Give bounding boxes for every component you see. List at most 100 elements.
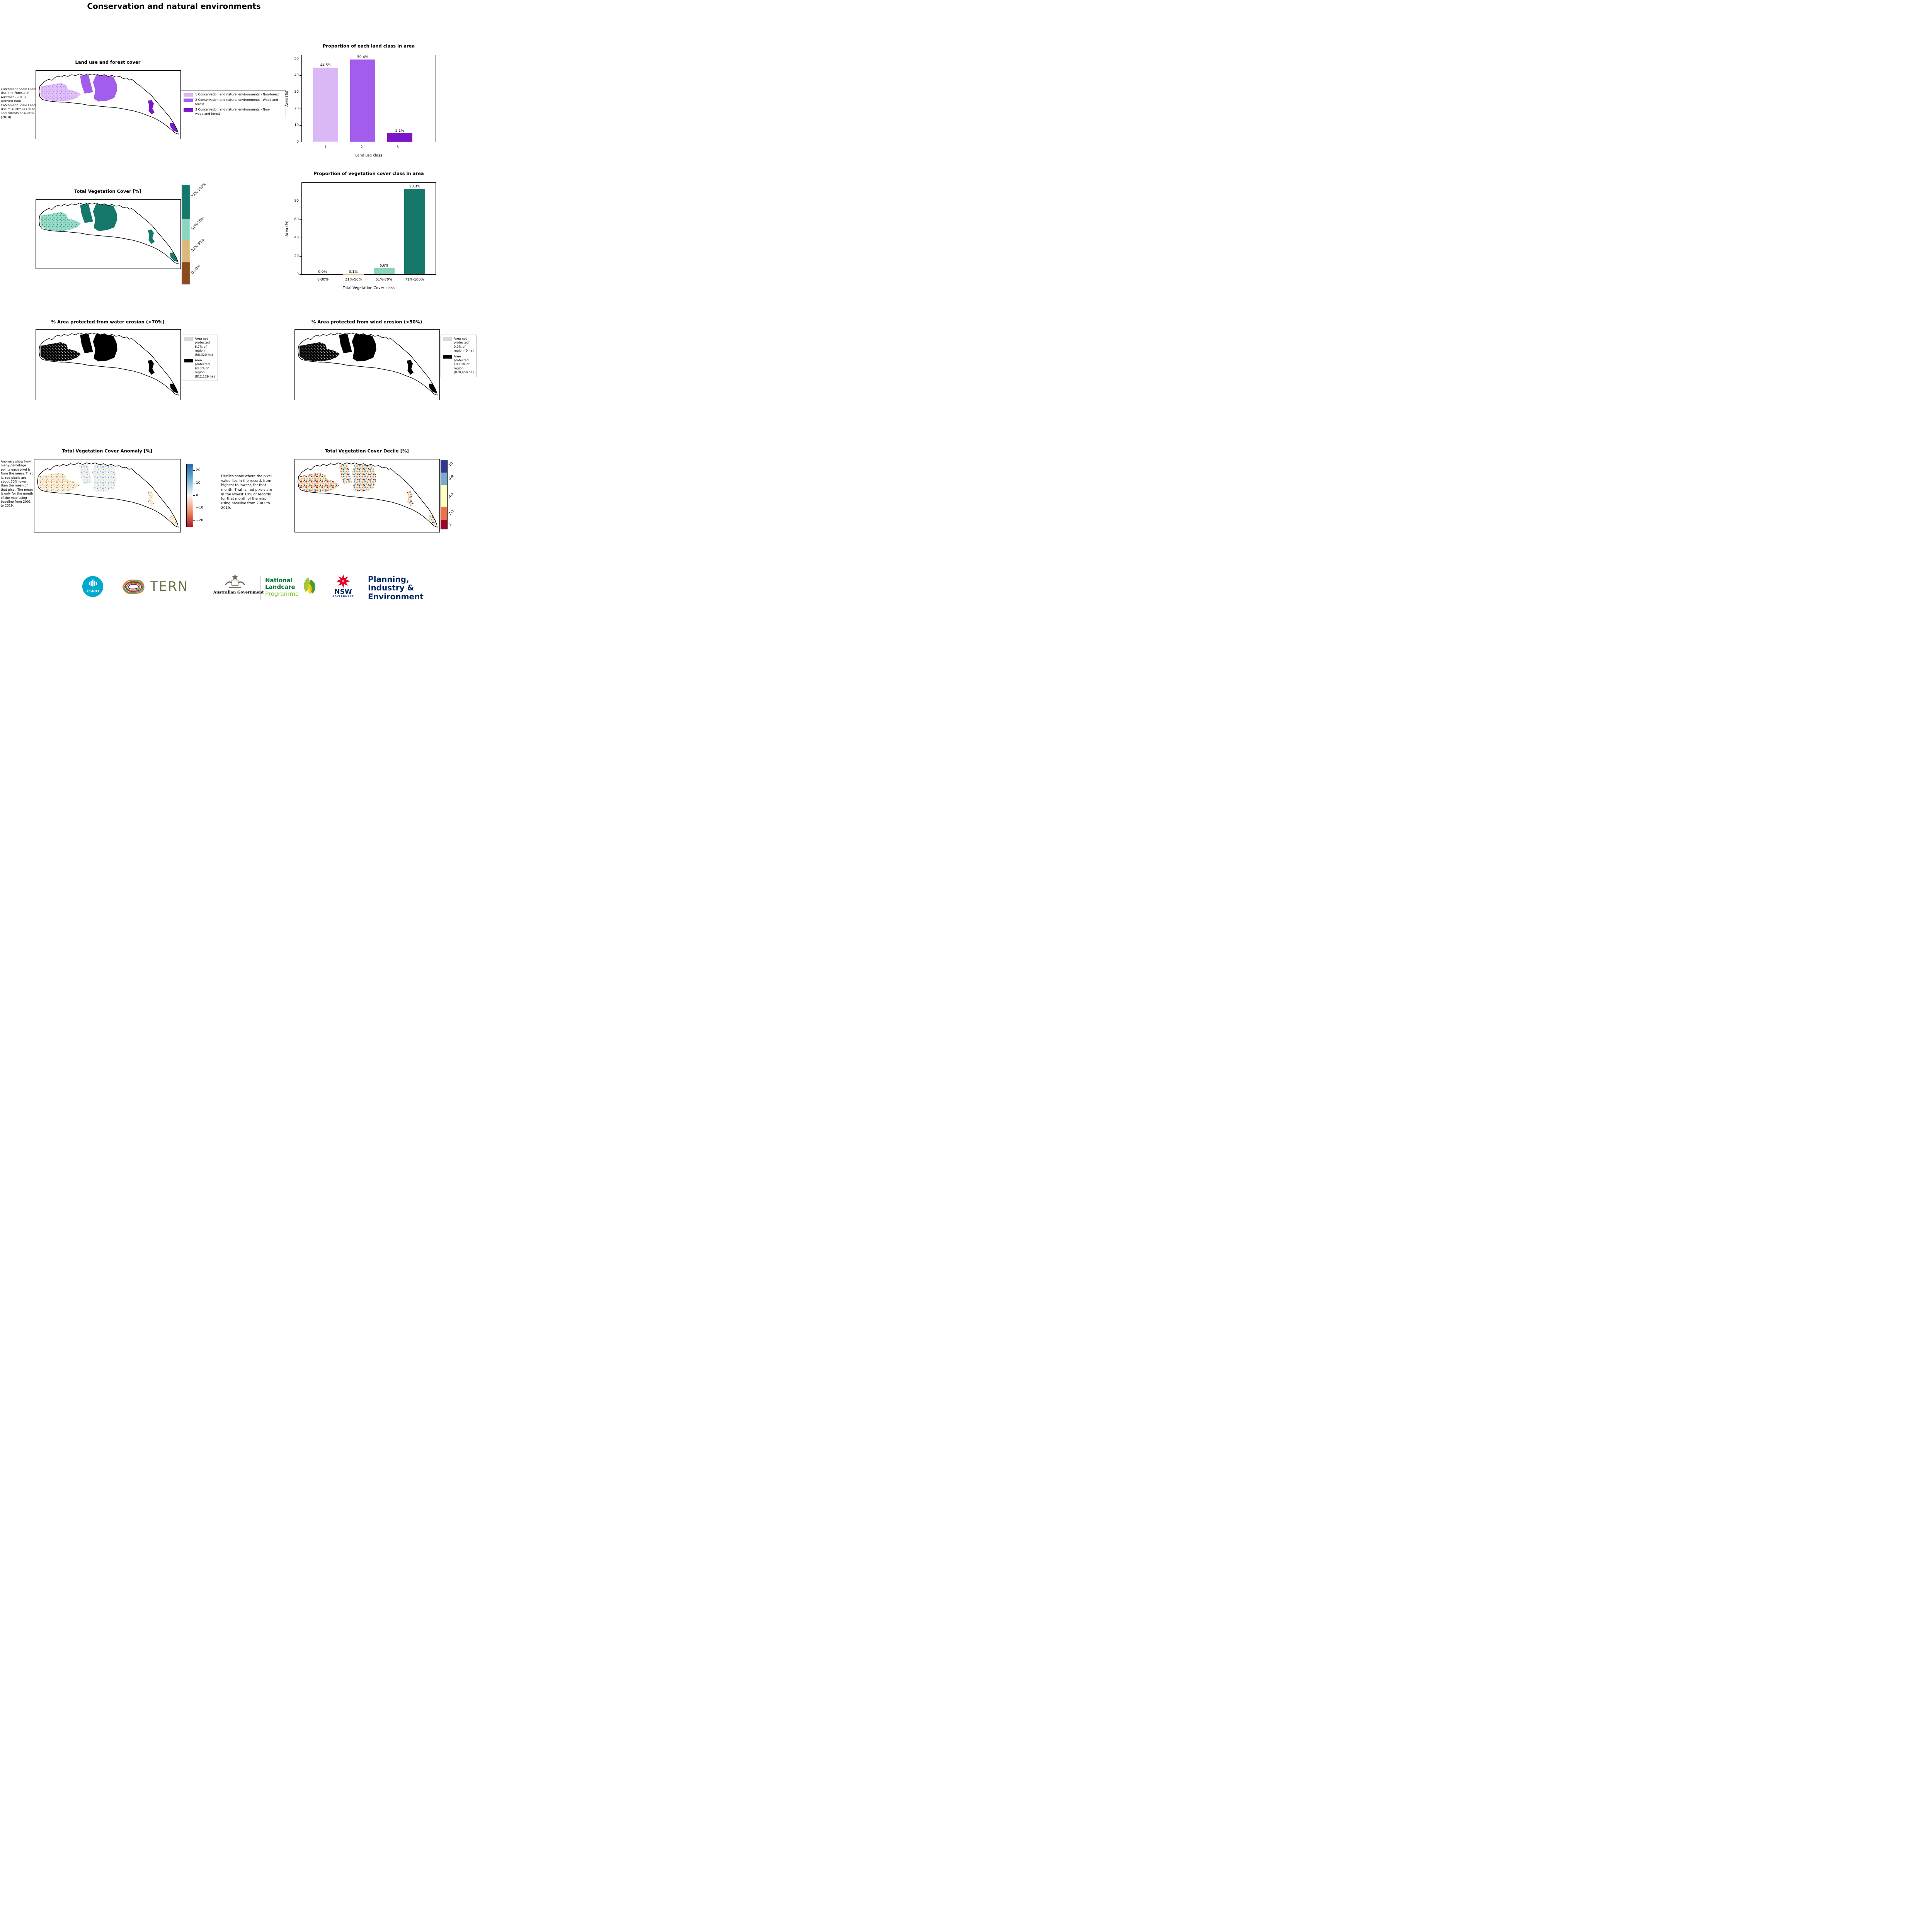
bar-51%-70%: 6.6% [369,183,400,274]
wind-erosion-map-canvas [298,332,437,396]
legend-swatch [184,337,193,341]
water-erosion-legend: Area not protected 6.7% of region (58,32… [182,335,218,381]
colorbar-segment [441,507,447,520]
decile-patch-tail [429,515,437,526]
anomaly-caption: Anomaly show how many percetage points e… [1,460,33,508]
colorbar-labels: 71%-100% 51%-70% 31%-50% 0-30% [182,182,207,284]
vegcover-patch-tail [170,252,178,262]
legend-item: 2 Conservation and natural environments … [184,98,283,106]
y-axis-label: Area (%) [285,220,289,237]
colorbar-tick-label: −10 [193,506,203,510]
x-tick-label: 71%-100% [405,278,424,282]
bar [404,189,426,274]
x-tick-label: 3 [396,145,399,149]
water-erosion-map-canvas [39,332,179,396]
y-tick-label: 40 [294,236,302,240]
vegcover-map [36,199,181,269]
y-tick-label: 20 [294,106,302,111]
wind-patch-east [352,334,376,362]
bar-3: 5.1% [381,55,418,142]
bar [350,60,375,142]
bar [313,68,339,142]
colorbar-segment [182,262,190,284]
colorbar-segment [182,219,190,241]
tern-label: TERN [150,579,189,594]
landcare-line3: Programme [265,590,299,597]
page-title: Conservation and natural environments [87,2,261,11]
colorbar-segment [182,240,190,262]
x-tick-label: 51%-70% [375,278,393,282]
legend-label: Area protected 93.3% of region (812,129 … [195,358,215,378]
landuse-legend: 1 Conservation and natural environments … [181,90,286,118]
bar-value-label: 93.3% [409,184,420,189]
legend-swatch [443,355,452,359]
chart-title: Proportion of each land class in area [322,43,415,49]
y-tick-label: 50 [294,56,302,61]
legend-label: Area protected 100.0% of region (870,450… [454,354,474,374]
decile-caption: Deciles show where the pixel value lies … [221,474,272,510]
bar [387,133,412,142]
decile-map-canvas [298,463,437,527]
landuse-map-title: Land use and forest cover [75,60,141,65]
colorbar-tick-label: 71%-100% [191,182,207,199]
csiro-icon: CSIRO [82,576,104,597]
y-axis-label: Area (%) [285,90,289,107]
bar-31%-50%: 0.1% [338,183,369,274]
legend-label: Area not protected 6.7% of region (58,32… [195,337,213,357]
anomaly-patch-tail [170,515,178,526]
landcare-leaves-icon [298,575,320,599]
anomaly-patch-east [92,464,117,493]
wind-erosion-legend: Area not protected 0.0% of region (0 ha)… [441,335,477,377]
wind-erosion-title: % Area protected from wind erosion (>50%… [311,319,422,325]
vegcover-map-title: Total Vegetation Cover [%] [74,189,141,194]
colorbar-segment [441,473,447,485]
anomaly-map-canvas [37,463,179,527]
dept-line3: Environment [368,592,424,601]
y-tick-label: 80 [294,199,302,203]
vegcover-map-canvas [39,202,179,264]
bar-value-label: 6.6% [380,264,389,268]
landuse-patch-east [93,75,117,102]
legend-item: 1 Conservation and natural environments … [184,93,283,97]
report-page: Conservation and natural environments La… [0,0,482,617]
anomaly-gradient [187,464,193,527]
bar-value-label: 50.4% [357,55,368,59]
colorbar-tick-label: −20 [193,518,203,522]
csiro-label: CSIRO [87,589,99,594]
decile-title: Total Vegetation Cover Decile [%] [325,448,409,454]
y-tick-label: 20 [294,254,302,258]
csiro-logo: CSIRO [82,576,104,599]
bars-container: 0.0% 0.1% 6.6% 93.3% [302,183,436,274]
legend-label: 2 Conservation and natural environments … [195,98,278,106]
colorbar-tick-label: 10 [193,481,201,485]
colorbar-tick-label: 2-3 [448,509,455,516]
x-tick-label: 0-30% [317,278,329,282]
x-axis-ticks: 0-30% 31%-50% 51%-70% 71%-100% [301,278,436,282]
nsw-government-label: GOVERNMENT [332,595,354,598]
anomaly-map [34,459,181,532]
plot-area: 0.0% 0.1% 6.6% 93.3% 0 20 40 60 80 [294,182,436,276]
bar [373,268,395,274]
landuse-caption: Catchment Scale Land Use and Forests of … [1,87,37,119]
x-axis-label: Land use class [355,153,382,158]
colorbar-tick-label: 0 [193,493,198,497]
anomaly-colorbar: 20 10 0 −10 −20 [186,464,203,527]
nsw-government-logo: NSW GOVERNMENT [331,573,356,598]
water-patch-tail [170,383,178,393]
australian-government-logo: Australian Government [213,573,264,595]
x-tick-label: 2 [360,145,363,149]
colorbar-tick-label: 0-30% [191,264,202,275]
chart-title: Proportion of vegetation cover class in … [313,171,424,176]
legend-item: Area not protected 6.7% of region (58,32… [184,337,215,357]
vegcover-colorbar: 71%-100% 51%-70% 31%-50% 0-30% [182,182,207,284]
plot-area: 44.5% 50.4% 5.1% 0 10 20 30 40 50 [294,55,436,144]
nsw-label: NSW [334,588,352,596]
legend-swatch [443,337,452,341]
bar-value-label: 5.1% [395,129,404,133]
coat-of-arms-icon [225,574,245,588]
bar-2: 50.4% [344,55,381,142]
tern-australia-icon [122,579,145,594]
legend-label: 1 Conservation and natural environments … [195,93,279,96]
x-axis-ticks: 1 2 3 [301,145,436,149]
decile-colorbar: 10 8-9 4-7 2-3 1 [441,460,455,529]
